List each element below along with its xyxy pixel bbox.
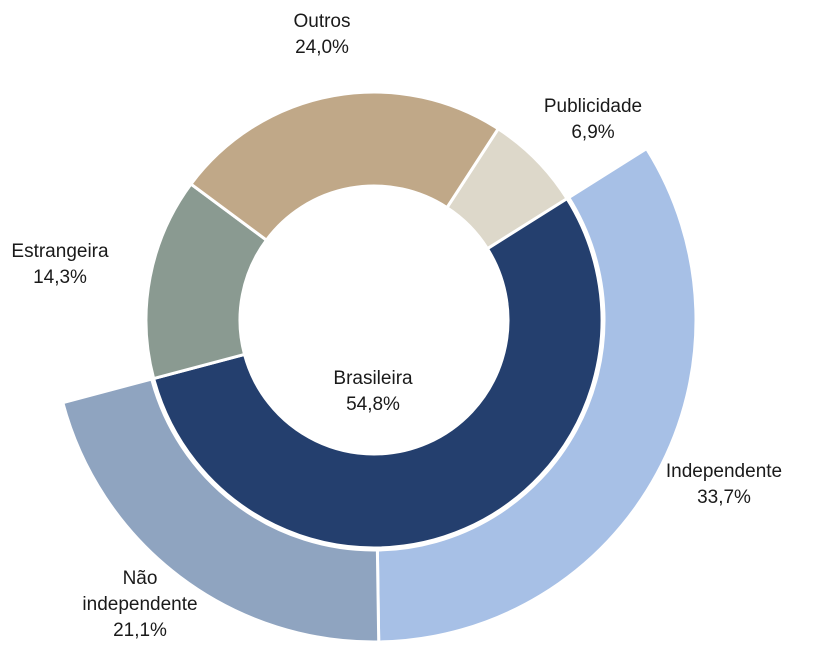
value-label: 14,3% (33, 267, 87, 288)
category-label: Brasileira (333, 368, 413, 389)
outer-slice (375, 146, 698, 644)
slice-label: Independente 33,7% (649, 459, 799, 511)
category-label: Outros (293, 11, 351, 32)
value-label: 33,7% (697, 487, 751, 508)
value-label: 6,9% (571, 122, 615, 143)
slice-label: Brasileira 54,8% (298, 366, 448, 418)
slice-label: Publicidade 6,9% (518, 94, 668, 146)
value-label: 24,0% (295, 37, 349, 58)
slice-label: Outros 24,0% (247, 9, 397, 61)
value-label: 54,8% (346, 394, 400, 415)
donut-slice (188, 90, 501, 243)
slice-label: Estrangeira 14,3% (0, 239, 135, 291)
category-label: Não independente (82, 568, 198, 615)
slice-label: Não independente 21,1% (65, 566, 215, 644)
category-label: Independente (665, 461, 783, 482)
donut-slice (151, 196, 604, 550)
category-label: Estrangeira (11, 241, 109, 262)
category-label: Publicidade (543, 96, 643, 117)
outer-slice (60, 377, 381, 644)
value-label: 21,1% (113, 620, 167, 641)
